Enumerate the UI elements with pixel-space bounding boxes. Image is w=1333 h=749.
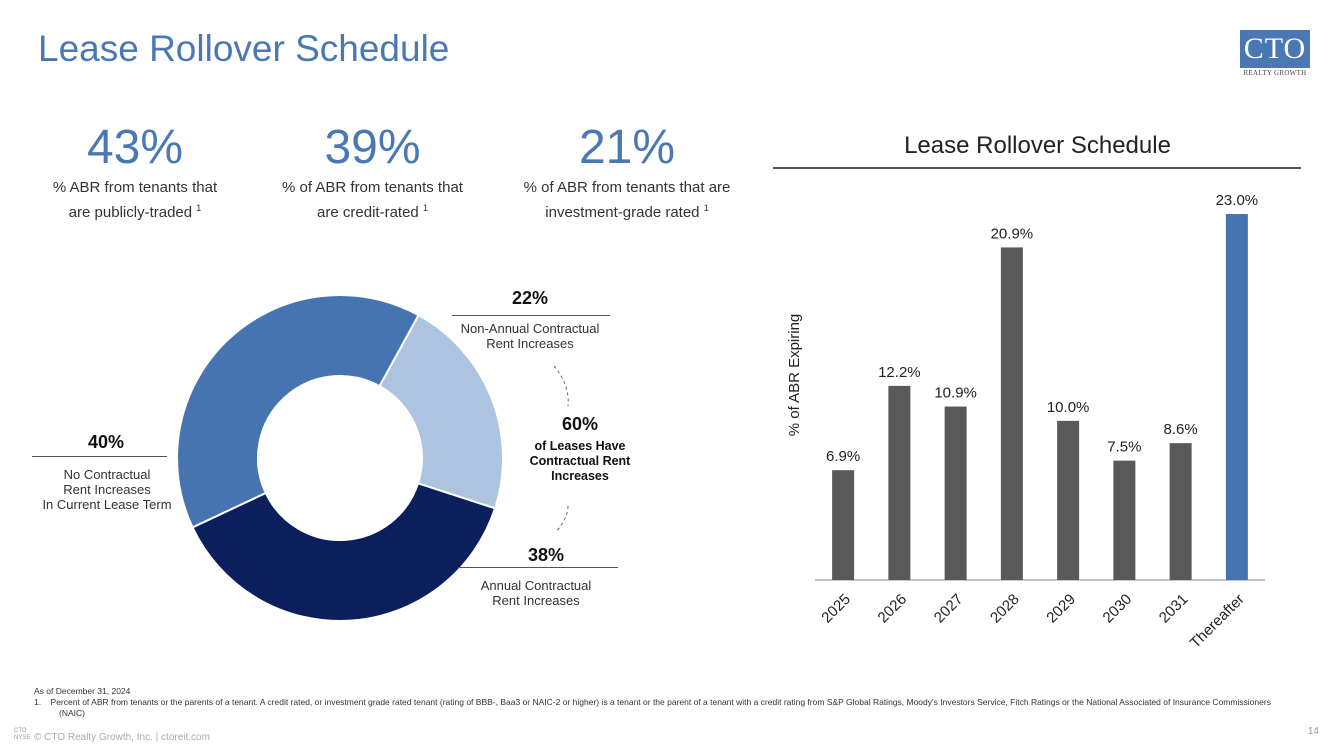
chart-title-rule <box>773 167 1301 169</box>
stat-description: % ABR from tenants that are publicly-tra… <box>40 178 230 223</box>
stat-investment-grade: 21% % of ABR from tenants that are inves… <box>512 122 742 223</box>
segment-label-none: No Contractual Rent Increases In Current… <box>42 467 172 512</box>
data-label-2030: 7.5% <box>1107 439 1141 456</box>
x-tick-label-2030: 2030 <box>1100 591 1136 627</box>
segment-pct-non-annual: 22% <box>511 288 549 308</box>
bar-2031 <box>1169 443 1192 580</box>
stat-value: 21% <box>578 121 676 174</box>
chart-title: Lease Rollover Schedule <box>904 132 1171 159</box>
x-tick-label-2026: 2026 <box>875 591 911 627</box>
bar-2030 <box>1113 460 1136 580</box>
stat-desc-text: % of ABR from tenants that are investmen… <box>523 179 731 221</box>
contractual-summary-label: of Leases Have Contractual Rent Increase… <box>529 439 631 483</box>
bar-2028 <box>1000 247 1023 580</box>
stat-description: % of ABR from tenants that are credit-ra… <box>270 178 475 223</box>
x-tick-label-thereafter: Thereafter <box>1187 591 1248 652</box>
segment-pct-annual: 38% <box>527 545 565 565</box>
stat-desc-text: % ABR from tenants that are publicly-tra… <box>52 179 218 221</box>
callout-rule-none <box>32 456 167 457</box>
dashed-connector <box>553 365 569 533</box>
y-axis-label: % of ABR Expiring <box>786 314 803 437</box>
x-tick-label-2027: 2027 <box>931 591 967 627</box>
segment-label-non-annual: Non-Annual Contractual Rent Increases <box>460 321 600 351</box>
callout-rule-annual <box>458 567 618 568</box>
segment-pct-none: 40% <box>87 432 125 452</box>
stat-publicly-traded: 43% % ABR from tenants that are publicly… <box>40 122 230 223</box>
stat-footnote-ref: 1 <box>196 203 202 213</box>
stat-description: % of ABR from tenants that are investmen… <box>512 178 742 223</box>
stat-footnote-ref: 1 <box>703 203 709 213</box>
bar-2025 <box>832 470 855 580</box>
stat-value: 39% <box>324 121 421 174</box>
x-tick-label-2028: 2028 <box>987 591 1023 627</box>
x-tick-label-2029: 2029 <box>1043 591 1079 627</box>
page-title: Lease Rollover Schedule <box>38 28 450 69</box>
page-number: 14 <box>1307 726 1319 737</box>
donut-segment-non-annual <box>378 313 504 510</box>
contractual-summary-pct: 60% <box>561 414 599 434</box>
donut-chart <box>176 294 504 622</box>
donut-segment-none <box>176 294 420 529</box>
bar-thereafter <box>1225 214 1248 580</box>
x-tick-label-2031: 2031 <box>1156 591 1192 627</box>
footer-copyright: © CTO Realty Growth, Inc. | ctoreit.com <box>34 732 210 743</box>
data-label-2031: 8.6% <box>1164 421 1198 438</box>
data-label-thereafter: 23.0% <box>1216 192 1259 209</box>
footnotes: As of December 31, 2024 1. Percent of AB… <box>34 686 1294 719</box>
logo-subtext: REALTY GROWTH <box>1243 69 1307 77</box>
data-label-2026: 12.2% <box>878 364 921 381</box>
as-of-date: As of December 31, 2024 <box>34 686 131 696</box>
bar-2027 <box>944 406 967 580</box>
stat-desc-text: % of ABR from tenants that are credit-ra… <box>282 179 463 221</box>
data-label-2028: 20.9% <box>991 225 1034 242</box>
bar-2029 <box>1057 420 1080 580</box>
company-logo: CTO REALTY GROWTH <box>1240 30 1310 78</box>
rollover-bar-chart: 6.9% 2025 12.2% 2026 10.9% 2027 20.9% 2028 10.0%… <box>786 192 1265 652</box>
logo-mark: CTO <box>1240 30 1310 68</box>
data-label-2025: 6.9% <box>826 448 860 465</box>
exchange-badge: CTO NYSE <box>14 728 31 741</box>
stat-value: 43% <box>86 121 184 174</box>
x-tick-label-2025: 2025 <box>818 591 854 627</box>
callout-rule-non-annual <box>452 315 610 316</box>
bar-2026 <box>888 385 911 580</box>
data-label-2029: 10.0% <box>1047 399 1090 416</box>
stat-credit-rated: 39% % of ABR from tenants that are credi… <box>270 122 475 223</box>
stat-footnote-ref: 1 <box>422 203 428 213</box>
footnote-1: 1. Percent of ABR from tenants or the pa… <box>34 697 1271 718</box>
donut-segment-annual <box>191 482 497 622</box>
data-label-2027: 10.9% <box>934 385 977 402</box>
segment-label-annual: Annual Contractual Rent Increases <box>480 578 592 608</box>
contractual-summary: 60% of Leases Have Contractual Rent Incr… <box>510 414 650 484</box>
